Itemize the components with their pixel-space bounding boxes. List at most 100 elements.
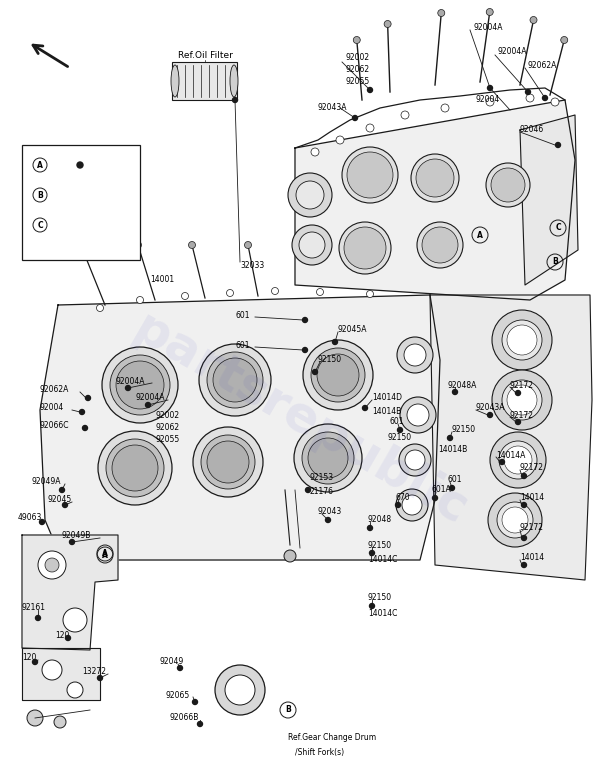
Circle shape <box>213 358 257 402</box>
Circle shape <box>207 441 249 483</box>
Circle shape <box>561 36 568 43</box>
Circle shape <box>486 163 530 207</box>
Circle shape <box>370 604 374 608</box>
Text: 92045: 92045 <box>48 495 72 505</box>
Circle shape <box>193 427 263 497</box>
Circle shape <box>339 222 391 274</box>
Circle shape <box>384 20 391 27</box>
Circle shape <box>405 450 425 470</box>
Circle shape <box>507 325 537 355</box>
Text: 92055: 92055 <box>155 436 179 445</box>
Text: 92161: 92161 <box>22 604 46 612</box>
Circle shape <box>347 152 393 198</box>
Circle shape <box>488 493 542 547</box>
Circle shape <box>362 405 367 411</box>
Text: 601A: 601A <box>432 485 452 494</box>
Polygon shape <box>22 648 100 700</box>
Text: 92004A: 92004A <box>115 377 145 387</box>
Circle shape <box>292 225 332 265</box>
Text: 92062: 92062 <box>345 66 369 74</box>
Circle shape <box>449 485 455 491</box>
Circle shape <box>399 444 431 476</box>
Text: /Shift Fork(s): /Shift Fork(s) <box>295 748 344 756</box>
Text: 92150: 92150 <box>452 425 476 435</box>
Circle shape <box>303 340 373 410</box>
Circle shape <box>499 460 505 464</box>
Bar <box>22 145 140 260</box>
Circle shape <box>125 385 131 391</box>
Circle shape <box>70 539 74 545</box>
Circle shape <box>370 550 374 556</box>
Text: Ref.Gear Change Drum: Ref.Gear Change Drum <box>288 733 376 742</box>
Circle shape <box>227 290 233 297</box>
Text: A: A <box>477 230 483 239</box>
Text: 601: 601 <box>235 311 250 319</box>
Bar <box>172 62 237 100</box>
Circle shape <box>207 352 263 408</box>
Text: 49063: 49063 <box>18 514 43 522</box>
Text: 92002: 92002 <box>155 411 179 419</box>
Circle shape <box>299 232 325 258</box>
Circle shape <box>313 370 317 374</box>
Text: C: C <box>37 221 43 229</box>
Circle shape <box>542 95 548 101</box>
Circle shape <box>397 337 433 373</box>
Circle shape <box>416 159 454 197</box>
Circle shape <box>438 9 445 16</box>
Polygon shape <box>430 295 592 580</box>
Polygon shape <box>22 535 118 650</box>
Text: 14014B: 14014B <box>438 446 467 454</box>
Circle shape <box>63 608 87 632</box>
Text: 601: 601 <box>390 418 404 426</box>
Circle shape <box>404 344 426 366</box>
Text: 92002: 92002 <box>345 53 369 63</box>
Text: 92048A: 92048A <box>448 381 478 390</box>
Circle shape <box>317 288 323 295</box>
Text: 92172: 92172 <box>510 381 534 390</box>
Circle shape <box>448 436 452 440</box>
Text: 670: 670 <box>396 494 410 502</box>
Text: 92150: 92150 <box>368 594 392 602</box>
Text: 601: 601 <box>448 476 463 484</box>
Text: 92049B: 92049B <box>62 532 91 540</box>
Text: partsrepublic: partsrepublic <box>124 305 476 536</box>
Text: 92150: 92150 <box>368 540 392 549</box>
Circle shape <box>102 347 178 423</box>
Text: 14014C: 14014C <box>368 609 397 618</box>
Text: 92150: 92150 <box>388 433 412 443</box>
Circle shape <box>308 438 348 478</box>
Circle shape <box>497 502 533 538</box>
Circle shape <box>490 432 546 488</box>
Circle shape <box>486 9 493 16</box>
Circle shape <box>521 474 527 478</box>
Text: 92062: 92062 <box>155 423 179 432</box>
Circle shape <box>188 242 196 249</box>
Circle shape <box>42 660 62 680</box>
Circle shape <box>492 310 552 370</box>
Circle shape <box>502 507 528 533</box>
Text: 92065: 92065 <box>165 691 189 700</box>
Text: 92150: 92150 <box>318 356 342 364</box>
Circle shape <box>395 502 401 508</box>
Circle shape <box>353 36 360 43</box>
Circle shape <box>296 181 324 209</box>
Text: 92043A: 92043A <box>318 102 347 112</box>
Circle shape <box>302 432 354 484</box>
Text: B: B <box>285 705 291 715</box>
Circle shape <box>38 551 66 579</box>
Text: 92066A: 92066A <box>98 221 128 229</box>
Text: 120: 120 <box>55 631 70 639</box>
Text: 92045A: 92045A <box>338 326 367 335</box>
Circle shape <box>396 489 428 521</box>
Text: 14014C: 14014C <box>368 556 397 564</box>
Text: 14014A: 14014A <box>496 450 526 460</box>
Ellipse shape <box>76 193 84 197</box>
Circle shape <box>65 636 71 640</box>
Text: 14014D: 14014D <box>372 394 402 402</box>
Text: 92062A: 92062A <box>40 385 70 394</box>
Text: 601: 601 <box>235 340 250 350</box>
Circle shape <box>40 519 44 525</box>
Text: C: C <box>555 223 561 232</box>
Text: B: B <box>37 191 43 199</box>
Text: 92055: 92055 <box>345 78 369 87</box>
